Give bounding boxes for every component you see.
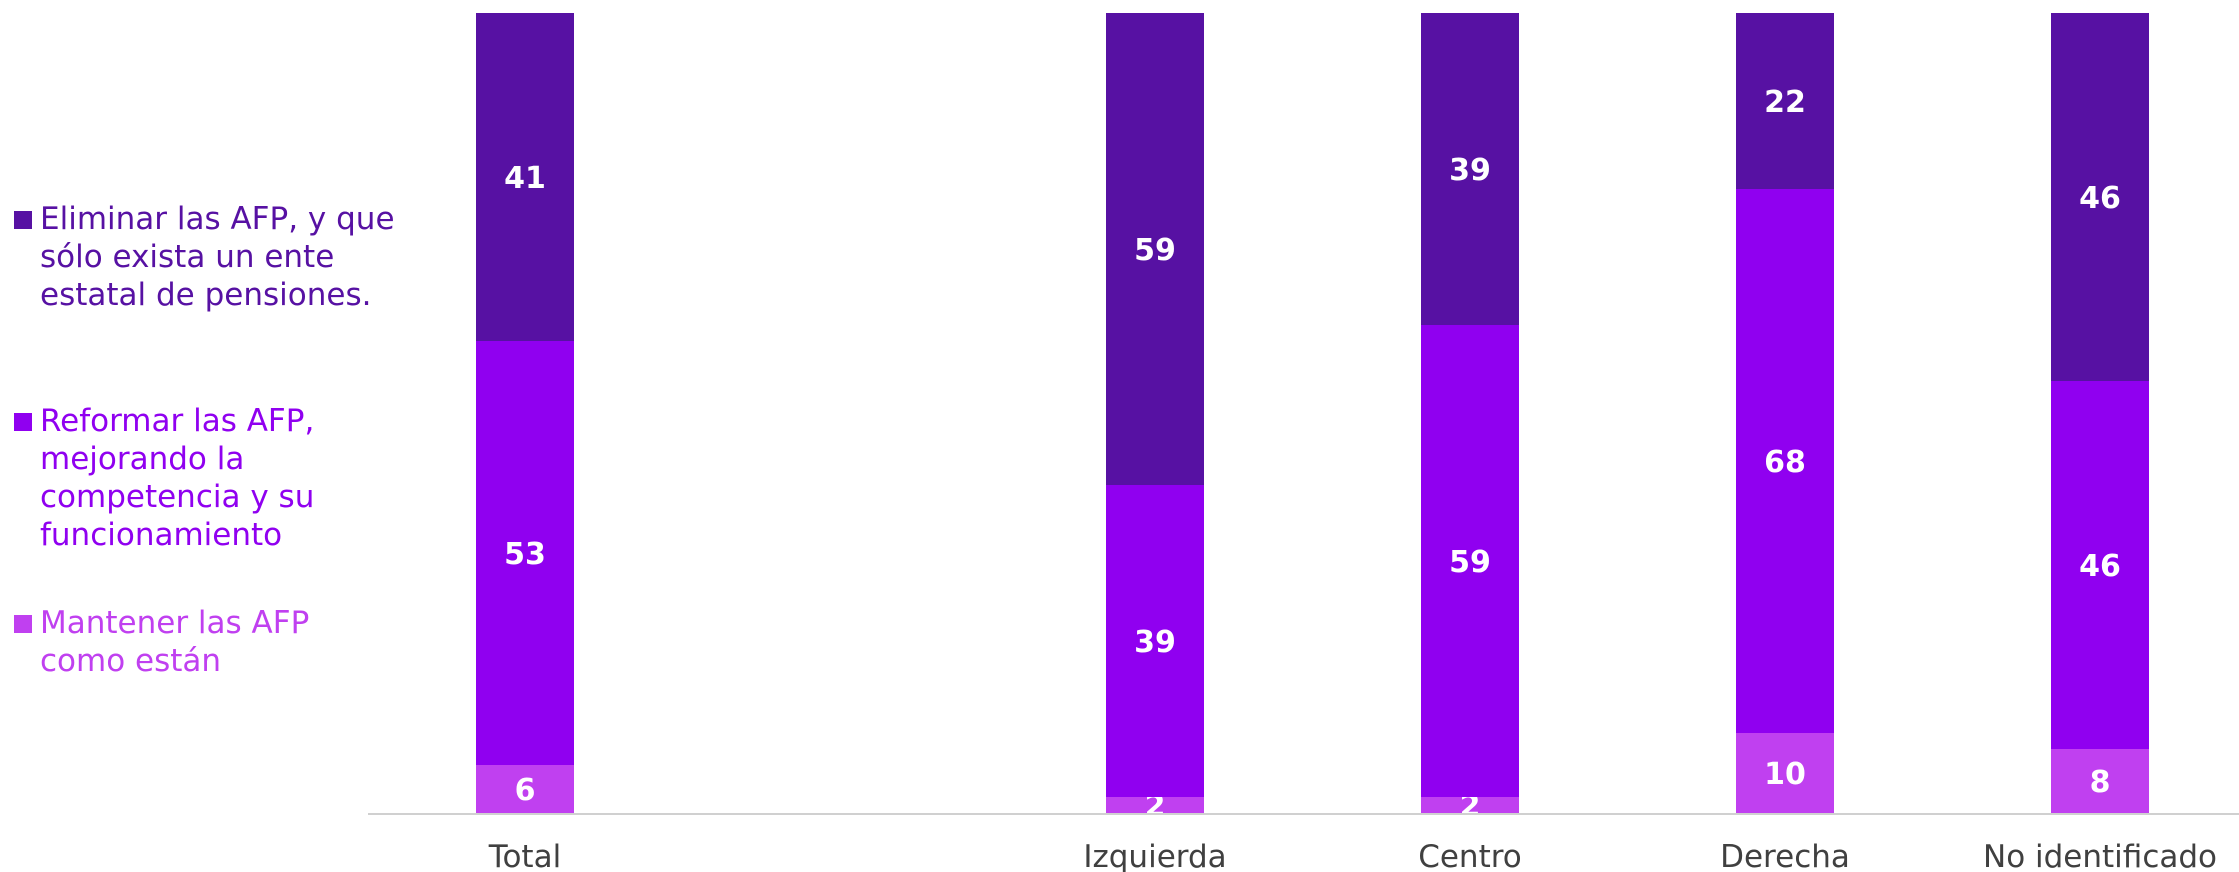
data-label: 46 [2079,549,2121,584]
data-label: 59 [1134,233,1176,268]
legend-item-reformar: Reformar las AFP, mejorando la competenc… [14,402,344,554]
data-label: 46 [2079,181,2121,216]
bar-segment [1421,797,1519,813]
legend-item-mantener: Mantener las AFP como están [14,604,334,680]
bar-segment [476,765,574,813]
bar-segment [2051,381,2149,749]
bar-segment [1736,733,1834,813]
bar-segment [2051,749,2149,813]
bar-segment [1106,13,1204,485]
data-label: 41 [504,161,546,196]
x-tick-label: Centro [1418,839,1522,872]
data-label: 22 [1764,85,1806,120]
bar-segment [2051,13,2149,381]
legend-label-mantener: Mantener las AFP como están [40,605,310,679]
legend-item-eliminar: Eliminar las AFP, y que sólo exista un e… [14,200,414,314]
data-label: 53 [504,537,546,572]
legend-label-reformar: Reformar las AFP, mejorando la competenc… [40,403,315,553]
bar-segment [476,13,574,341]
legend-label-eliminar: Eliminar las AFP, y que sólo exista un e… [40,201,395,313]
x-tick-label: No identificado [1983,839,2217,872]
legend-swatch-eliminar [14,211,32,229]
x-tick-labels: Total Izquierda Centro Derecha No identifica… [488,839,2217,872]
x-tick-label: Derecha [1720,839,1850,872]
data-label: 59 [1449,545,1491,580]
bar-segment [1421,325,1519,797]
data-label: 10 [1764,757,1806,792]
data-label: 2 [1145,789,1166,824]
bar-segment [1421,13,1519,325]
legend-swatch-reformar [14,413,32,431]
data-label: 68 [1764,445,1806,480]
bar-segment [1106,485,1204,797]
bar-segment [1736,189,1834,733]
data-label: 39 [1134,625,1176,660]
bar-segment [1736,13,1834,189]
data-label: 8 [2090,765,2111,800]
data-label: 2 [1460,789,1481,824]
bars-group: 6 53 41 2 39 59 2 59 39 10 68 22 8 46 46 [476,13,2149,824]
x-tick-label: Izquierda [1083,839,1226,872]
bar-segment [476,341,574,765]
data-label: 39 [1449,153,1491,188]
bar-segment [1106,797,1204,813]
legend-swatch-mantener [14,615,32,633]
x-tick-label: Total [488,839,561,872]
data-label: 6 [515,773,536,808]
